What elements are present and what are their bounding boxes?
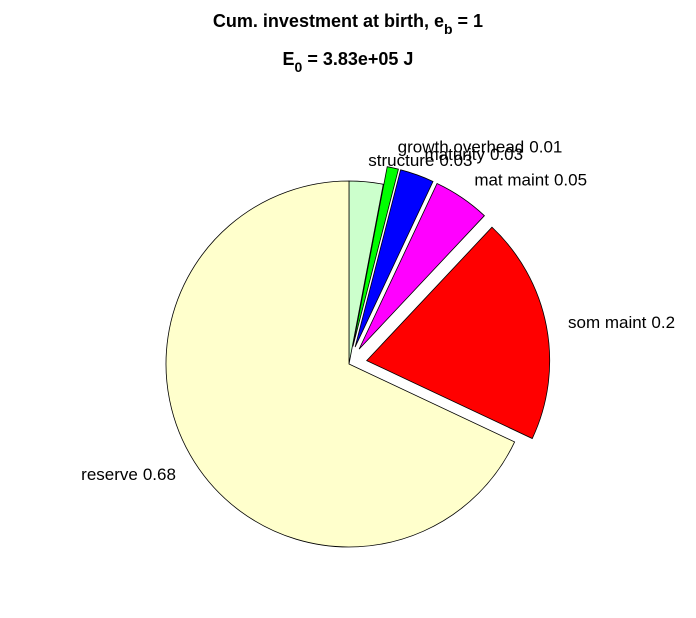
- slice-value: 0.05: [554, 171, 587, 190]
- title-sub: b: [444, 21, 453, 37]
- slice-label: structure 0.03: [368, 151, 472, 170]
- slice-label: mat maint 0.05: [474, 171, 587, 190]
- title-part: = 1: [453, 11, 484, 31]
- pie-slice: [165, 180, 516, 548]
- subtitle-part: E: [283, 49, 295, 69]
- chart-title: Cum. investment at birth, eb = 1: [213, 11, 483, 37]
- slice-value: 0.03: [490, 145, 523, 164]
- slice-label: reserve 0.68: [81, 465, 176, 484]
- slice-name: structure: [368, 151, 434, 170]
- slice-label: maturity 0.03: [425, 145, 524, 164]
- slice-name: reserve: [81, 465, 138, 484]
- slice-label: growth overhead 0.01: [398, 137, 563, 156]
- pie-slice: [358, 182, 485, 350]
- slice-value: 0.2: [651, 313, 675, 332]
- title-part: Cum. investment at birth, e: [213, 11, 444, 31]
- pie-slice: [366, 226, 551, 440]
- pie-slice: [352, 166, 399, 347]
- subtitle-sub: 0: [295, 59, 303, 75]
- pie-slice: [354, 169, 434, 348]
- slice-value: 0.03: [439, 151, 472, 170]
- slice-label: som maint 0.2: [568, 313, 675, 332]
- slice-name: som maint: [568, 313, 647, 332]
- chart-subtitle: E0 = 3.83e+05 J: [283, 49, 414, 75]
- slice-value: 0.01: [529, 137, 562, 156]
- slice-value: 0.68: [143, 465, 176, 484]
- subtitle-part: = 3.83e+05 J: [302, 49, 413, 69]
- slice-name: mat maint: [474, 171, 549, 190]
- slice-name: growth overhead: [398, 137, 525, 156]
- slice-name: maturity: [425, 145, 486, 164]
